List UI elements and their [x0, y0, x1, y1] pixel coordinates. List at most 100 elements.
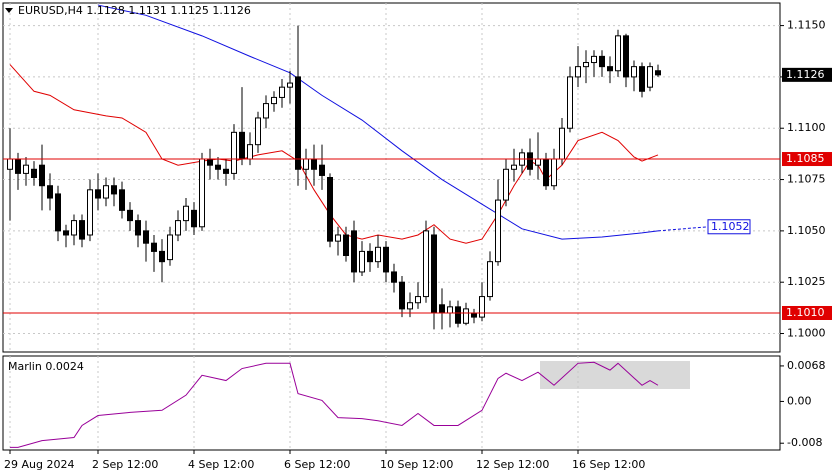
projection-line	[657, 226, 709, 232]
candle-body	[343, 234, 349, 257]
candle-body	[423, 230, 429, 298]
candle-body	[23, 164, 29, 174]
indicator-line	[10, 361, 659, 448]
candle-body	[599, 55, 605, 68]
candle-body	[127, 209, 133, 222]
candle-body	[71, 220, 77, 236]
candle-body	[319, 164, 325, 176]
candle-body	[159, 250, 165, 263]
candle-body	[47, 185, 53, 199]
candle-body	[175, 220, 181, 236]
indicator-panel	[2, 355, 781, 451]
candle-body	[95, 189, 101, 199]
candle-body	[495, 199, 501, 263]
y-tick-label: 1.1150	[787, 19, 826, 32]
level-label-box	[782, 305, 832, 320]
candle-body	[383, 246, 389, 273]
y-tick-label: 0.00	[787, 394, 812, 407]
candle-body	[31, 168, 37, 179]
y-tick-label: 1.1100	[787, 121, 826, 134]
candle-body	[623, 35, 629, 78]
candle-body	[303, 158, 309, 170]
candle-body	[215, 164, 221, 170]
candle-body	[503, 168, 509, 201]
candle-body	[63, 230, 69, 236]
candle-body	[351, 230, 357, 273]
candle-body	[487, 261, 493, 298]
line	[9, 64, 659, 244]
y-tick-label: 1.1000	[787, 327, 826, 340]
candle-body	[191, 209, 197, 228]
x-tick-label: 10 Sep 12:00	[380, 458, 453, 471]
candle-body	[527, 152, 533, 170]
candle-body	[567, 76, 573, 129]
candle-body	[15, 158, 21, 174]
candle-body	[335, 234, 341, 242]
candle-body	[399, 281, 405, 310]
candle-body	[55, 193, 61, 232]
candle-body	[439, 304, 445, 314]
main-panel	[2, 2, 781, 353]
projection-label: 1.1052	[711, 220, 750, 233]
candle-body	[295, 76, 301, 170]
candle-body	[447, 306, 453, 314]
candle-body	[119, 189, 125, 211]
y-tick-label: -0.008	[787, 436, 822, 449]
level-label: 1.1010	[786, 306, 825, 319]
candle-body	[359, 250, 365, 273]
candle-body	[639, 66, 645, 92]
candle-body	[591, 55, 597, 64]
candle-body	[575, 66, 581, 78]
candle-body	[271, 96, 277, 105]
candle-body	[279, 86, 285, 98]
candle-body	[223, 168, 229, 174]
candle-body	[543, 158, 549, 187]
candle-body	[583, 62, 589, 68]
candle-body	[431, 234, 437, 314]
candle-body	[655, 70, 661, 76]
candle-body	[255, 117, 261, 146]
candle-body	[247, 144, 253, 160]
projection-label-box	[707, 219, 751, 235]
candle-body	[631, 66, 637, 78]
candle-body	[511, 164, 517, 170]
x-tick-label: 6 Sep 12:00	[284, 458, 350, 471]
candle-body	[39, 164, 45, 187]
candle-body	[7, 158, 13, 170]
last-price-box	[782, 67, 832, 82]
plot-layer	[7, 4, 661, 448]
indicator-title: Marlin 0.0024	[8, 360, 84, 373]
candle-body	[415, 296, 421, 304]
x-tick-label: 4 Sep 12:00	[188, 458, 254, 471]
highlight-box	[540, 361, 690, 389]
candle-body	[327, 177, 333, 242]
x-tick-label: 16 Sep 12:00	[572, 458, 645, 471]
candle-body	[263, 103, 269, 119]
candle-body	[87, 189, 93, 236]
candle-body	[479, 296, 485, 318]
level-label-box	[782, 152, 832, 167]
candle-body	[239, 131, 245, 160]
candle-body	[207, 158, 213, 166]
candle-body	[111, 185, 117, 195]
candle-body	[375, 246, 381, 263]
y-tick-label: 0.0068	[787, 359, 826, 372]
candle-body	[551, 158, 557, 187]
y-tick-label: 1.1025	[787, 275, 826, 288]
candle-body	[367, 250, 373, 263]
y-tick-label: 1.1075	[787, 173, 826, 186]
candle-body	[151, 242, 157, 252]
candle-body	[135, 220, 141, 236]
candle-body	[647, 66, 653, 88]
candle-body	[607, 66, 613, 72]
candle-body	[183, 205, 189, 222]
candle-body	[407, 302, 413, 310]
last-price-label: 1.1126	[786, 68, 825, 81]
candle-body	[79, 220, 85, 240]
candle-body	[287, 82, 293, 88]
candle-body	[167, 234, 173, 261]
chart-title: EURUSD,H4 1.1128 1.1131 1.1125 1.1126	[18, 4, 251, 17]
candle-body	[231, 131, 237, 174]
